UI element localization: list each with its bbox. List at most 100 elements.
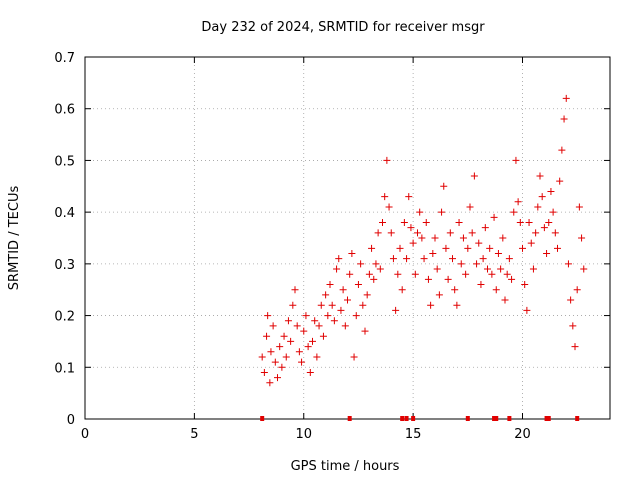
data-point (484, 265, 491, 273)
data-point (479, 255, 487, 263)
data-point (260, 368, 268, 376)
data-point (486, 244, 494, 252)
data-point (455, 218, 463, 226)
data-point (567, 296, 575, 304)
data-point (440, 182, 448, 190)
data-point (556, 177, 564, 185)
data-point (571, 343, 579, 351)
y-tick-label: 0.5 (54, 154, 75, 169)
data-point (267, 348, 275, 356)
data-point (499, 234, 507, 242)
data-point (269, 322, 277, 330)
data-point (492, 286, 500, 294)
data-point (405, 193, 413, 201)
y-tick-label: 0.2 (54, 310, 75, 325)
data-point (365, 270, 373, 278)
data-point (578, 234, 586, 242)
data-point (449, 255, 456, 263)
data-point (477, 281, 485, 289)
data-point (459, 234, 467, 242)
data-point (266, 379, 274, 387)
data-point (280, 332, 288, 340)
data-point (475, 239, 483, 247)
data-point (431, 234, 439, 242)
data-point (564, 260, 572, 268)
data-point (560, 115, 568, 123)
data-point (352, 312, 360, 320)
data-point (274, 374, 281, 382)
data-point (289, 301, 297, 309)
data-point (451, 286, 459, 294)
data-point (510, 208, 518, 216)
axis-marker (347, 416, 352, 421)
axis-marker (575, 416, 580, 421)
data-point (396, 244, 404, 252)
data-point (293, 322, 301, 330)
axis-marker (544, 416, 549, 421)
data-point (374, 229, 382, 237)
data-point (383, 156, 391, 164)
data-point (302, 312, 310, 320)
data-point (359, 301, 367, 309)
data-point (414, 229, 421, 237)
data-point (543, 250, 551, 258)
data-point (490, 213, 498, 221)
data-point (319, 332, 327, 340)
data-point (398, 286, 406, 294)
data-point (501, 296, 509, 304)
plot-frame (84, 56, 611, 420)
data-point (400, 218, 408, 226)
axis-marker (400, 416, 405, 421)
data-point (282, 353, 290, 361)
axis-marker (492, 416, 497, 421)
data-point (346, 270, 354, 278)
data-point (278, 363, 286, 371)
data-point (330, 317, 338, 325)
x-tick-label: 0 (81, 427, 89, 442)
data-point (519, 244, 526, 252)
data-point (258, 353, 266, 361)
data-point (392, 306, 400, 314)
axis-marker (411, 416, 416, 421)
data-point (554, 244, 561, 252)
data-point (394, 270, 402, 278)
data-point (503, 270, 511, 278)
x-tick-label: 20 (514, 427, 531, 442)
data-point (333, 265, 341, 273)
data-point (416, 208, 424, 216)
data-point (337, 306, 345, 314)
data-point (344, 296, 351, 304)
data-point (298, 358, 306, 366)
data-point (354, 281, 362, 289)
data-point (385, 203, 393, 211)
data-point (363, 291, 371, 299)
data-point (497, 265, 505, 273)
data-point (468, 229, 476, 237)
data-point (407, 224, 415, 232)
data-point (551, 229, 559, 237)
data-point (361, 327, 369, 335)
data-point (387, 229, 395, 237)
data-point (372, 260, 380, 268)
data-point (295, 348, 303, 356)
data-point (573, 286, 581, 294)
data-point (521, 281, 529, 289)
data-point (317, 301, 325, 309)
data-point (527, 239, 535, 247)
data-point (488, 270, 496, 278)
data-point (549, 208, 557, 216)
data-point (516, 218, 524, 226)
y-tick-label: 0 (67, 413, 75, 428)
data-point (335, 255, 343, 263)
y-tick-label: 0.1 (54, 361, 75, 376)
data-point (276, 343, 284, 351)
grid (85, 57, 610, 419)
data-point (370, 275, 378, 283)
data-point (536, 172, 544, 180)
data-point (304, 343, 312, 351)
data-point (464, 244, 472, 252)
x-axis-label: GPS time / hours (291, 459, 400, 474)
data-point (411, 270, 419, 278)
data-point (263, 332, 271, 340)
